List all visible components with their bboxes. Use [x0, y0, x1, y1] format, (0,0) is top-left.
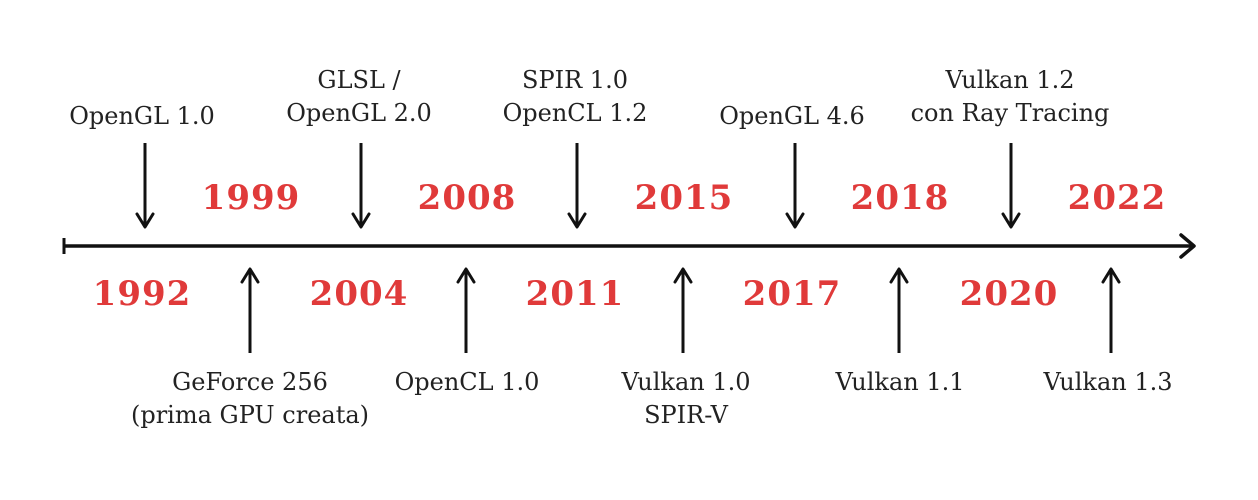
arrow-up — [1101, 267, 1121, 353]
event-label-top: SPIR 1.0 OpenCL 1.2 — [503, 64, 648, 130]
event-label-bottom: Vulkan 1.0 SPIR-V — [621, 366, 750, 432]
event-label-line: OpenGL 1.0 — [69, 102, 215, 130]
event-label-line: GLSL / — [317, 66, 401, 94]
event-label-line: con Ray Tracing — [910, 99, 1110, 127]
event-label-line: (prima GPU creata) — [130, 401, 370, 429]
event-label-bottom: OpenCL 1.0 — [395, 366, 540, 399]
event-label-line: SPIR-V — [644, 401, 728, 429]
event-label-top: OpenGL 1.0 — [69, 100, 215, 133]
event-label-line: Vulkan 1.1 — [835, 368, 965, 396]
event-label-line: SPIR 1.0 — [522, 66, 628, 94]
event-label-top: GLSL / OpenGL 2.0 — [286, 64, 432, 130]
year-label: 2008 — [417, 178, 517, 218]
arrow-up — [889, 267, 909, 353]
event-label-line: Vulkan 1.2 — [945, 66, 1075, 94]
timeline-axis — [62, 233, 1196, 259]
year-label: 2017 — [742, 274, 842, 314]
arrow-down — [567, 143, 587, 229]
arrow-up — [240, 267, 260, 353]
event-label-top: OpenGL 4.6 — [719, 100, 865, 133]
arrow-up — [673, 267, 693, 353]
event-label-bottom: GeForce 256 (prima GPU creata) — [131, 366, 369, 432]
event-label-line: OpenCL 1.2 — [502, 99, 648, 127]
year-label: 2022 — [1067, 178, 1167, 218]
arrow-down — [351, 143, 371, 229]
event-label-line: GeForce 256 — [172, 368, 328, 396]
year-label: 2015 — [634, 178, 734, 218]
event-label-bottom: Vulkan 1.3 — [1043, 366, 1172, 399]
event-label-bottom: Vulkan 1.1 — [835, 366, 964, 399]
event-label-line: OpenGL 2.0 — [286, 99, 432, 127]
year-label: 2004 — [309, 274, 409, 314]
arrow-down — [135, 143, 155, 229]
year-label: 1992 — [92, 274, 192, 314]
event-label-top: Vulkan 1.2 con Ray Tracing — [911, 64, 1110, 130]
event-label-line: Vulkan 1.0 — [621, 368, 751, 396]
arrow-down — [1001, 143, 1021, 229]
event-label-line: OpenGL 4.6 — [719, 102, 865, 130]
year-label: 2020 — [959, 274, 1059, 314]
event-label-line: OpenCL 1.0 — [394, 368, 540, 396]
year-label: 1999 — [201, 178, 301, 218]
arrow-down — [785, 143, 805, 229]
year-label: 2018 — [850, 178, 950, 218]
year-label: 2011 — [525, 274, 625, 314]
axis-arrowhead — [1179, 233, 1196, 259]
event-label-line: Vulkan 1.3 — [1043, 368, 1173, 396]
arrow-up — [456, 267, 476, 353]
